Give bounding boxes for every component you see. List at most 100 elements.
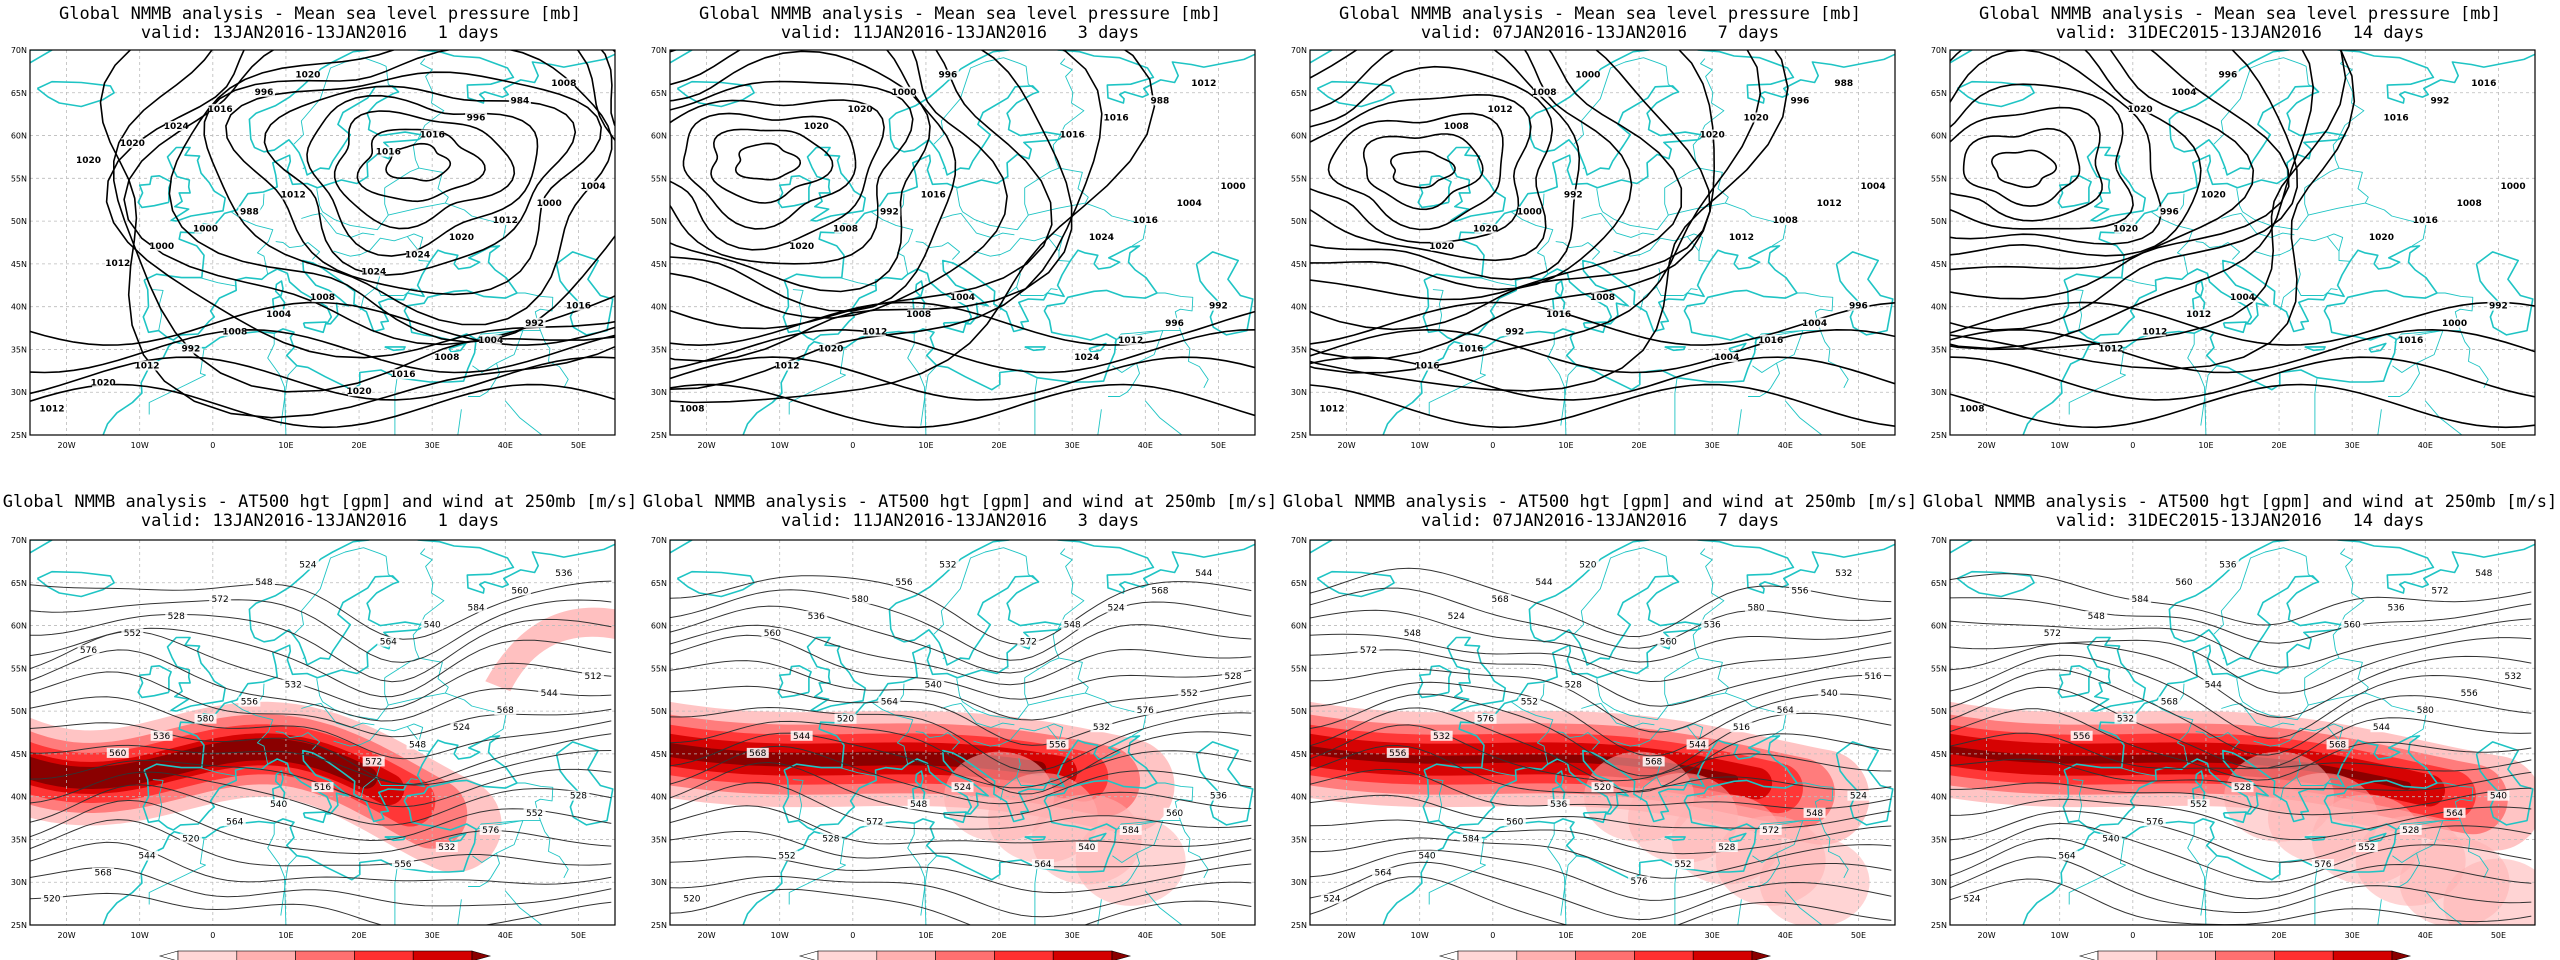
contour-label: 560 [764,629,781,639]
contour-label-bg [680,893,703,904]
contour-label-bg [1416,360,1438,371]
latitude-tick-label: 60N [1931,132,1947,141]
contour-label-bg [136,360,158,371]
country-border [2388,852,2420,887]
contour-label: 548 [2475,569,2492,579]
contour-label-bg [2487,790,2510,801]
contour-label: 532 [285,680,302,690]
latitude-tick-label: 65N [1931,579,1947,588]
contour-label: 540 [1418,852,1435,862]
contour-label-bg [1832,568,1855,579]
contour-label-bg [761,628,784,639]
longitude-tick-label: 30E [1705,931,1720,940]
contour-label: 1020 [1429,242,1454,252]
latitude-tick-label: 60N [11,622,27,631]
height-contour-line [1950,637,2532,694]
contour-label: 1012 [105,259,130,269]
contour-label: 996 [2218,71,2237,81]
map-canvas: 1008 1004 1000 996 992 1020 1016 1012 1008 1004 10… [1931,46,2536,450]
height-contour-line [1950,654,2532,739]
contour-label-bg [1178,688,1201,698]
country-border [1656,286,1684,296]
coastline [670,540,693,554]
coastline [914,280,924,297]
isobar-line [1950,328,2535,374]
contour-label-bg [2414,705,2437,716]
coastline [1835,251,1894,336]
isobar-line [99,50,615,419]
contour-label-bg [2041,628,2064,639]
map-canvas: 1012 1008 1004 1000 996 992 988 1016 1012 1008 100… [1291,46,1896,450]
longitude-tick-label: 10W [1411,441,1429,450]
contour-label-bg [1576,559,1599,570]
longitude-tick-label: 30E [1065,931,1080,940]
contour-label: 576 [1477,715,1494,725]
latitude-tick-label: 35N [1931,835,1947,844]
contour-label-bg [1320,893,1343,904]
longitude-tick-label: 0 [2130,441,2135,450]
contour-label: 556 [394,860,411,870]
latitude-tick-label: 35N [11,345,27,354]
latitude-tick-label: 65N [651,579,667,588]
contour-label-bg [150,240,173,251]
latitude-tick-label: 40N [1931,793,1947,802]
country-border [933,547,1039,635]
isobar-line [670,50,1156,404]
isobar-line [168,50,615,343]
country-border [870,211,914,275]
country-border [394,867,398,925]
isobar-line [225,71,603,296]
contour-label: 576 [1630,877,1647,887]
contour-label: 556 [1791,586,1808,596]
coastline [1310,50,1333,64]
height-contour-line [1950,856,2532,913]
isobar-line [1990,149,2058,189]
contour-label: 568 [1492,595,1509,605]
contour-label-bg [907,309,930,320]
contour-label: 564 [380,638,397,648]
contour-label: 556 [2073,732,2090,742]
contour-label-bg [2070,730,2093,741]
latitude-tick-label: 70N [651,536,667,545]
contour-label: 1004 [1861,182,1886,192]
height-contour-line [1310,849,1892,901]
contour-label: 1020 [848,105,873,115]
height-contour-line [1310,861,1892,921]
country-border [969,924,970,925]
contour-label-bg [922,189,945,200]
contour-label-bg [1562,189,1585,200]
contour-label-bg [1357,645,1380,656]
contour-label: 548 [910,800,927,810]
country-border [1043,288,1058,296]
coastline [417,50,615,104]
colorbar-segment [2215,950,2275,960]
contour-label-bg [538,688,561,698]
latitude-tick-label: 40N [1291,793,1307,802]
contour-label-bg [2443,807,2466,818]
country-border [1613,236,1711,262]
contour-label-bg [1686,739,1709,750]
country-border [1573,57,1679,145]
contour-label-bg [150,730,173,741]
contour-label-bg [2428,585,2451,596]
contour-label-bg [1759,334,1782,345]
latitude-tick-label: 40N [1931,303,1947,312]
coastline [2057,665,2092,699]
contour-label: 1016 [1546,310,1571,320]
latitude-tick-label: 60N [1291,132,1307,141]
isobar-line [670,50,1103,390]
contour-label-bg [2472,568,2495,579]
contour-label: 540 [925,680,942,690]
isobar-line [356,128,486,203]
contour-label: 1024 [405,250,430,260]
contour-label: 580 [197,715,214,725]
country-border [1114,292,1194,343]
height-contour-line [30,696,612,760]
contour-label-bg [1715,842,1738,852]
contour-label-bg [1163,807,1186,818]
contour-label-bg [1788,585,1811,596]
panel-valid-period: valid: 31DEC2015-13JAN2016 14 days [2055,511,2425,531]
country-border [2459,820,2489,879]
coastline [2022,735,2438,925]
height-contour-line [1310,668,1892,733]
